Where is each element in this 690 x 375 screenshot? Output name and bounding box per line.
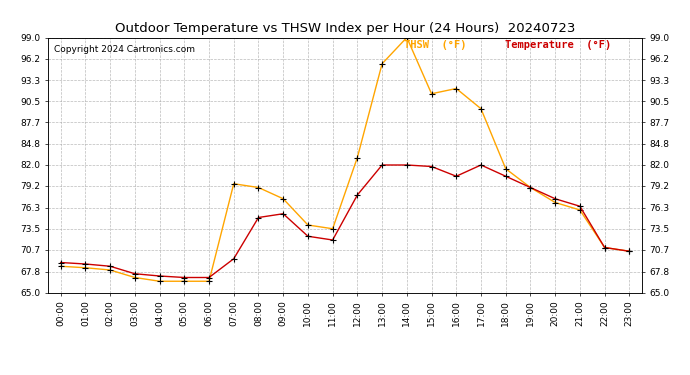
Text: Copyright 2024 Cartronics.com: Copyright 2024 Cartronics.com (55, 45, 195, 54)
Text: THSW  (°F): THSW (°F) (404, 40, 467, 50)
Title: Outdoor Temperature vs THSW Index per Hour (24 Hours)  20240723: Outdoor Temperature vs THSW Index per Ho… (115, 22, 575, 35)
Text: Temperature  (°F): Temperature (°F) (505, 40, 611, 50)
